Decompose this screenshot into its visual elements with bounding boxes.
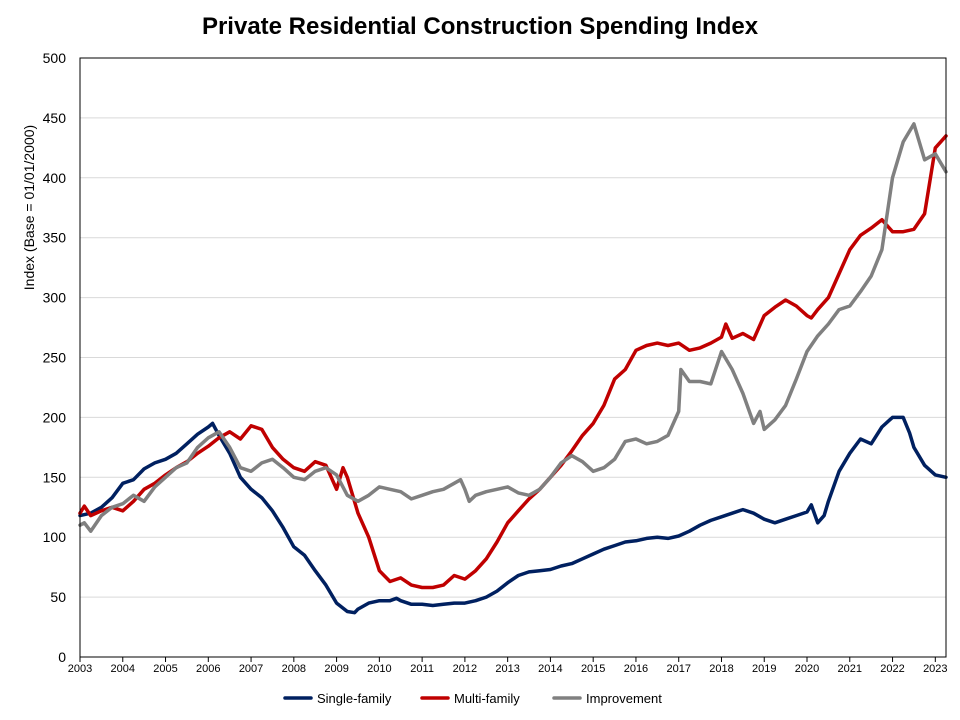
- legend-label: Single-family: [317, 691, 392, 706]
- x-tick-label: 2019: [752, 663, 776, 675]
- x-tick-label: 2007: [239, 663, 263, 675]
- x-tick-label: 2008: [282, 663, 306, 675]
- y-axis-ticks: 0 50 100 150 200 250 300 350 400 450 500: [43, 50, 67, 665]
- y-tick-label: 450: [43, 110, 67, 126]
- y-tick-label: 100: [43, 529, 67, 545]
- x-tick-label: 2011: [410, 663, 434, 675]
- y-tick-label: 300: [43, 290, 67, 306]
- legend-label: Improvement: [586, 691, 662, 706]
- y-tick-label: 500: [43, 50, 67, 66]
- y-tick-label: 400: [43, 170, 67, 186]
- legend-item: Single-family: [283, 691, 392, 706]
- x-tick-label: 2012: [453, 663, 477, 675]
- x-tick-label: 2018: [709, 663, 733, 675]
- x-tick-label: 2005: [153, 663, 177, 675]
- legend-item: Improvement: [552, 691, 662, 706]
- gridlines: [80, 117, 946, 598]
- x-tick-label: 2016: [624, 663, 648, 675]
- x-tick-label: 2003: [68, 663, 92, 675]
- series-line-improvement: [78, 122, 948, 533]
- x-tick-label: 2014: [538, 663, 562, 675]
- series-line-single-family: [78, 415, 948, 615]
- y-tick-label: 150: [43, 469, 67, 485]
- x-tick-label: 2021: [838, 663, 862, 675]
- x-tick-label: 2017: [666, 663, 690, 675]
- plot-frame: [79, 57, 947, 658]
- y-tick-label: 50: [50, 589, 66, 605]
- series-lines: [78, 122, 948, 615]
- y-tick-label: 250: [43, 350, 67, 366]
- x-axis-ticks: 2003 2004 2005 2006 2007 2008 2009 2010 2011 2012…: [68, 657, 948, 675]
- x-tick-label: 2004: [111, 663, 135, 675]
- y-tick-label: 0: [58, 649, 66, 665]
- y-tick-label: 200: [43, 409, 67, 425]
- x-tick-label: 2020: [795, 663, 819, 675]
- y-tick-label: 350: [43, 230, 67, 246]
- x-tick-label: 2010: [367, 663, 391, 675]
- x-tick-label: 2022: [880, 663, 904, 675]
- legend: Single-family Multi-family Improvement: [283, 691, 662, 706]
- x-tick-label: 2013: [495, 663, 519, 675]
- x-tick-label: 2015: [581, 663, 605, 675]
- legend-item: Multi-family: [420, 691, 520, 706]
- legend-label: Multi-family: [454, 691, 520, 706]
- x-tick-label: 2006: [196, 663, 220, 675]
- chart-title: Private Residential Construction Spendin…: [202, 13, 759, 40]
- x-tick-label: 2009: [324, 663, 348, 675]
- y-axis-label: Index (Base = 01/01/2000): [21, 125, 37, 290]
- x-tick-label: 2023: [923, 663, 947, 675]
